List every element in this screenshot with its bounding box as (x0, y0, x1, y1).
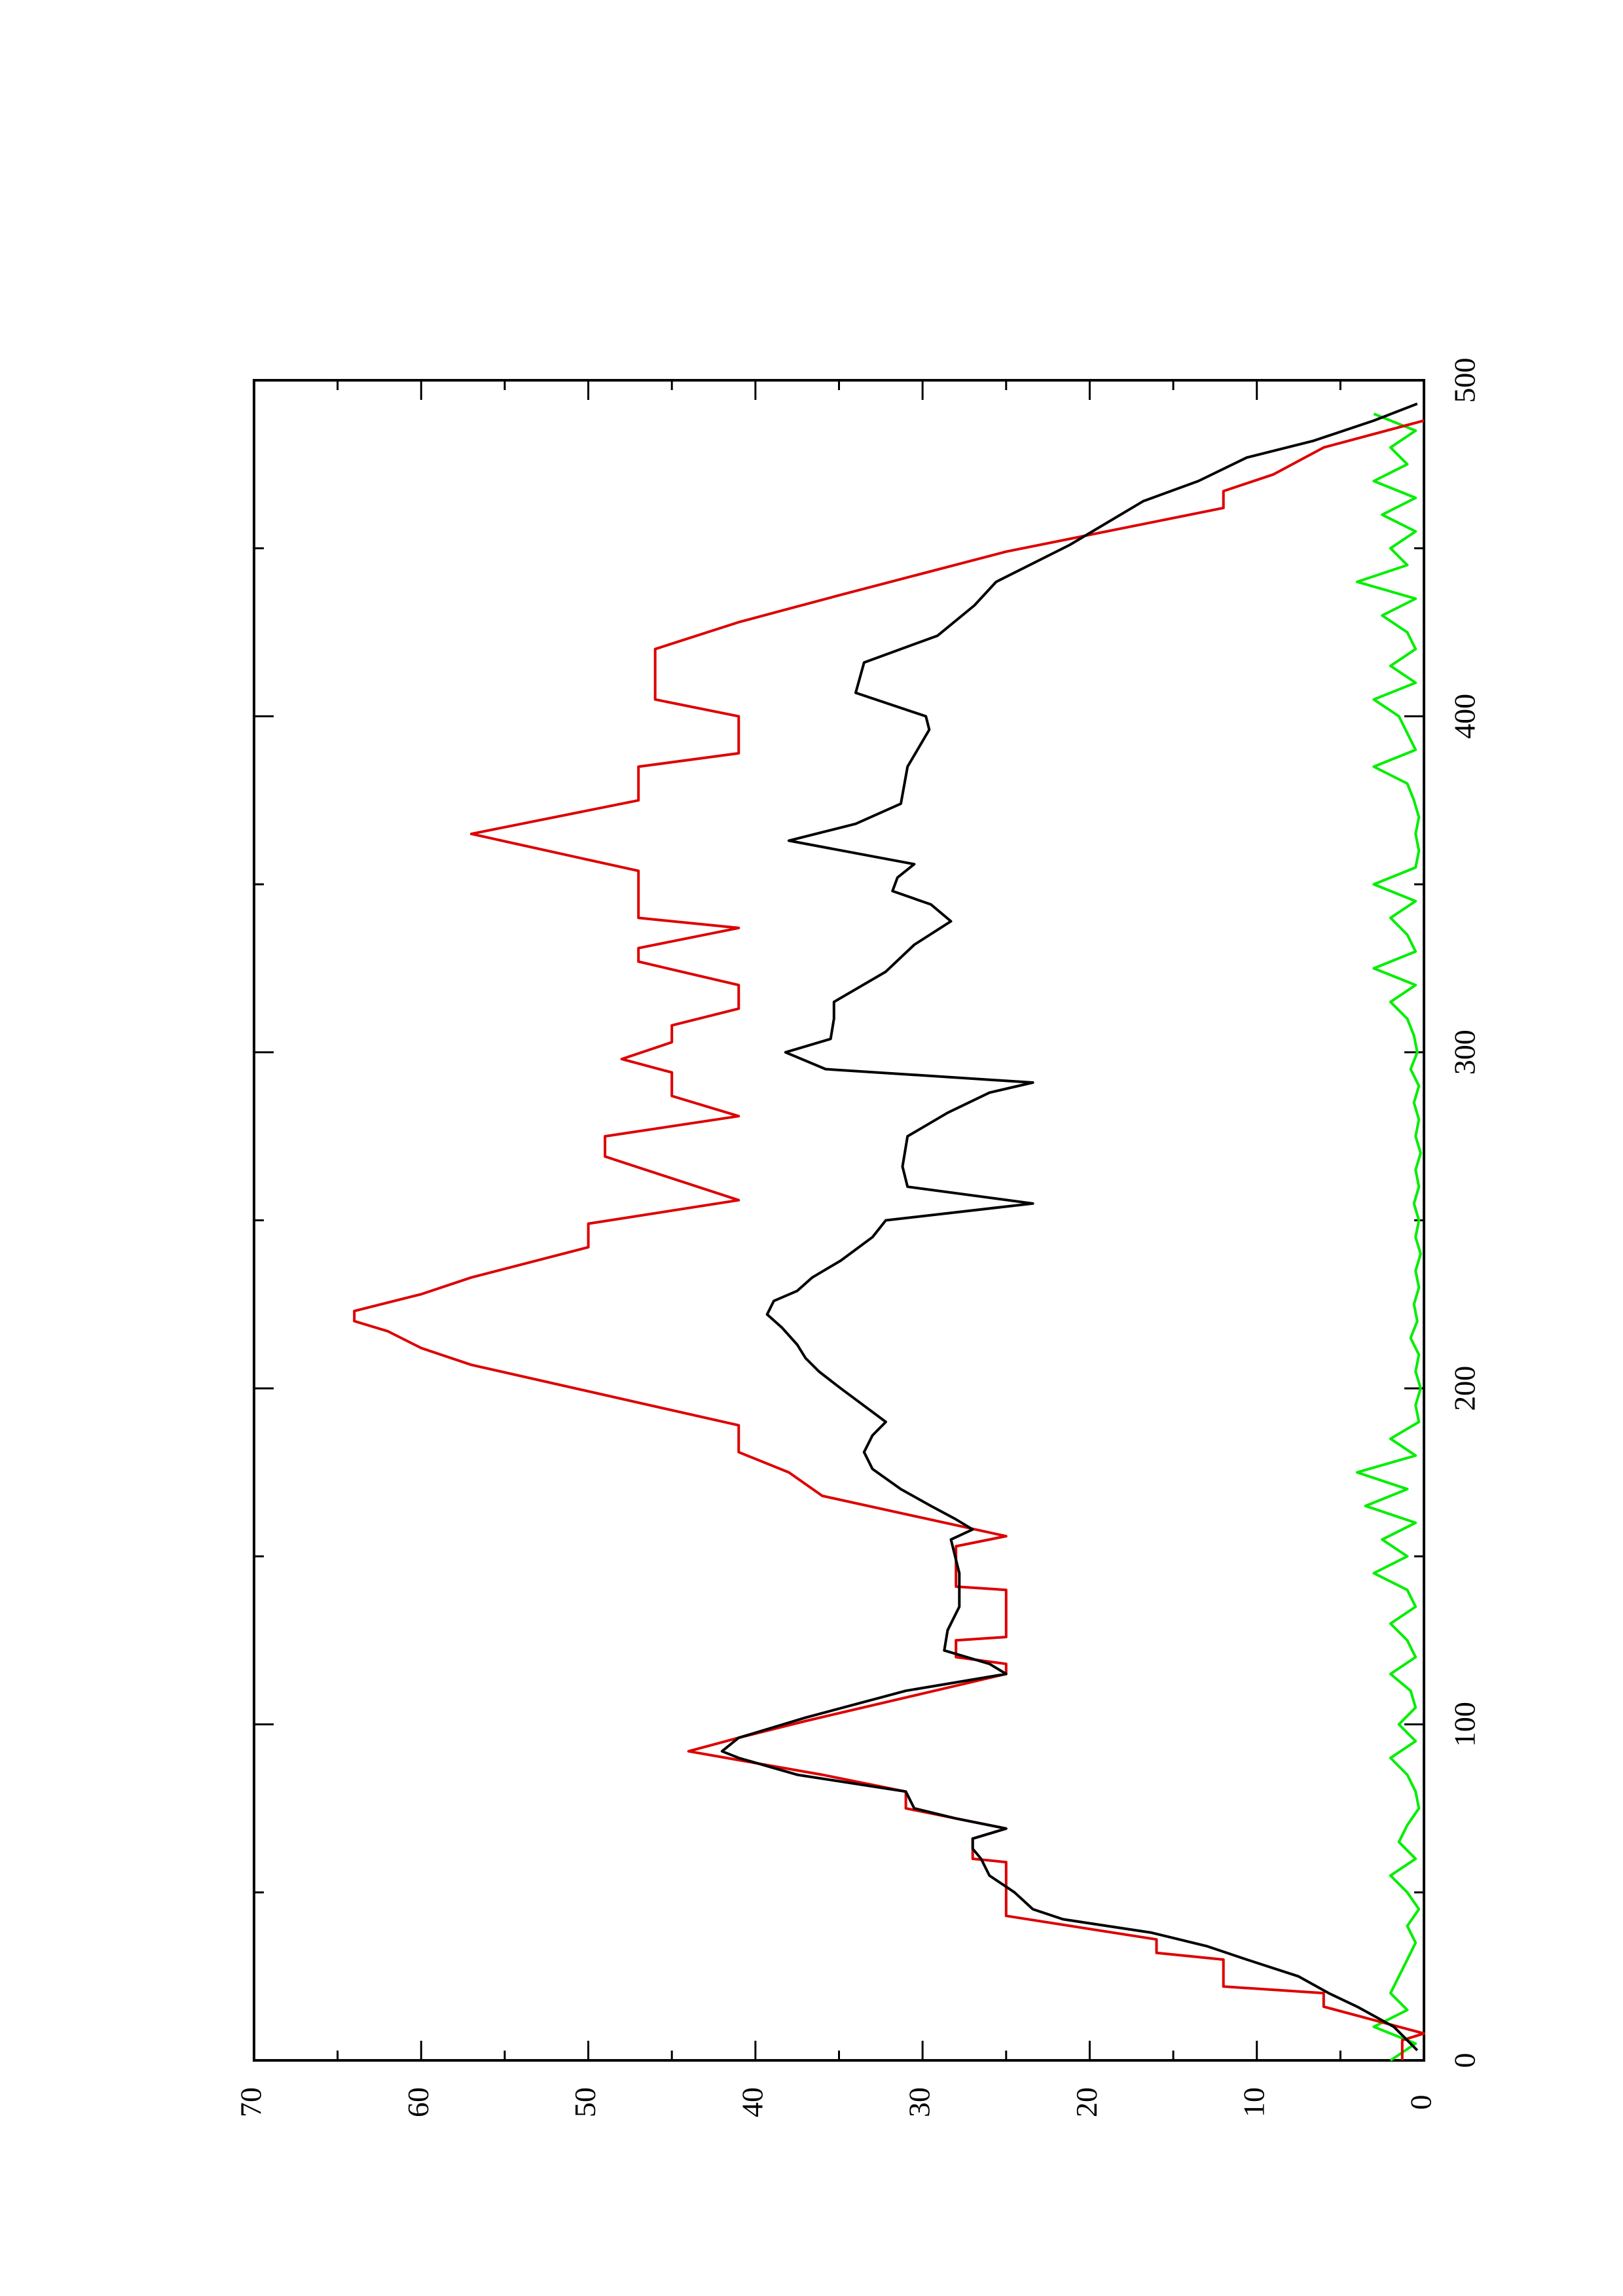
y-tick-label: 70 (234, 2087, 268, 2117)
y-tick-label: 50 (568, 2087, 602, 2117)
y-tick-label: 60 (401, 2087, 435, 2117)
y-tick-label: 30 (903, 2087, 936, 2117)
x-tick-label: 300 (1448, 1030, 1482, 1075)
y-tick-label: 0 (1404, 2095, 1438, 2110)
x-tick-label: 400 (1448, 694, 1482, 739)
data-line (720, 403, 1419, 2052)
x-tick-label: 100 (1448, 1702, 1482, 1747)
x-tick-label: 0 (1448, 2053, 1482, 2068)
x-tick-label: 500 (1448, 358, 1482, 403)
data-line (353, 419, 1425, 2060)
x-tick-label: 200 (1448, 1366, 1482, 1411)
data-line (1355, 412, 1422, 2062)
plot-frame (253, 379, 1425, 2062)
y-tick-label: 40 (735, 2087, 769, 2117)
y-tick-label: 20 (1070, 2087, 1103, 2117)
y-tick-label: 10 (1237, 2087, 1270, 2117)
